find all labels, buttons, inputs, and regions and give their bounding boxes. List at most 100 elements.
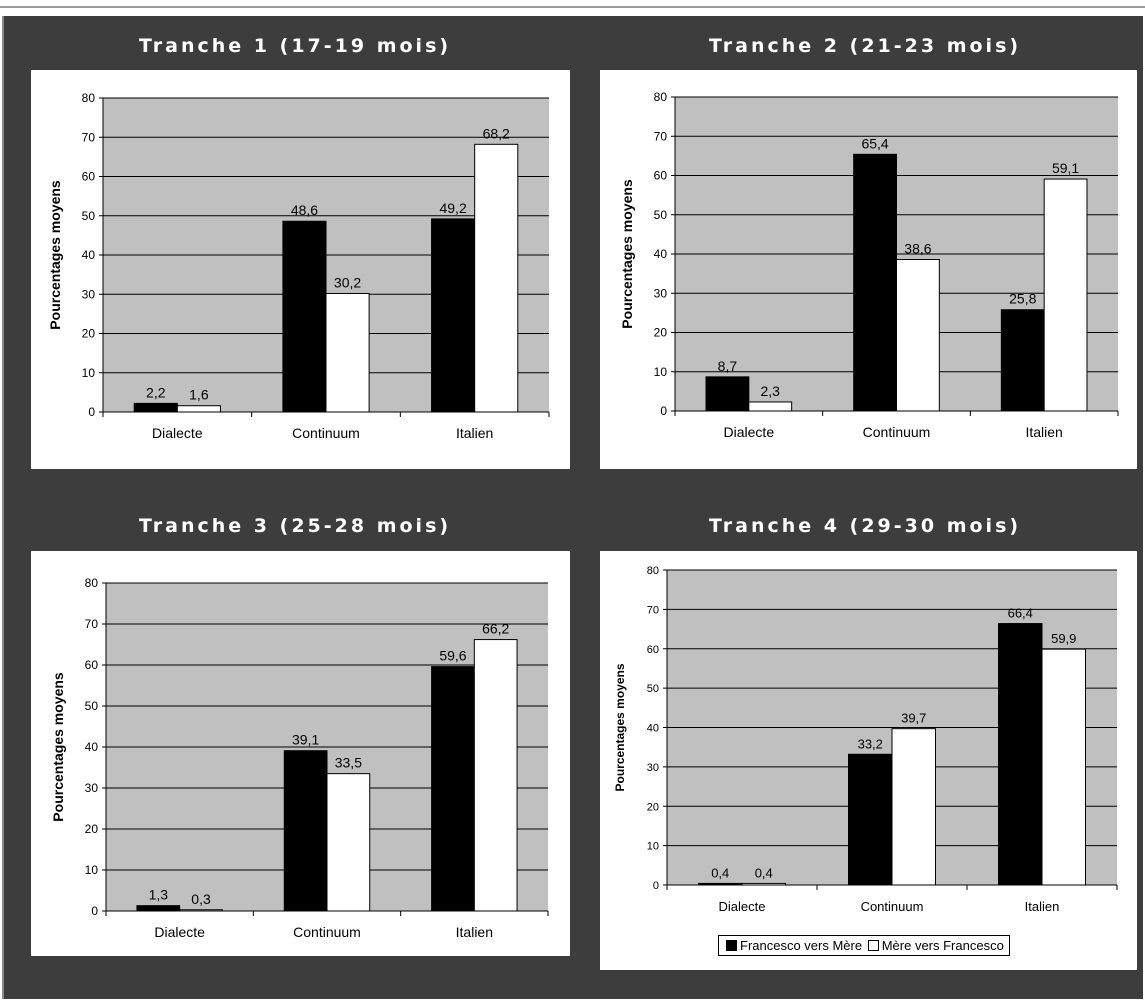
- data-label: 68,2: [483, 125, 510, 141]
- y-tick-label: 30: [82, 287, 96, 301]
- data-label: 59,6: [439, 648, 466, 664]
- bar: [176, 405, 221, 413]
- bar: [1041, 648, 1086, 886]
- panel-title-3: Tranche 3 (25-28 mois): [138, 515, 452, 537]
- data-label: 39,1: [292, 732, 319, 748]
- data-label: 33,2: [858, 736, 883, 751]
- y-tick-label: 50: [654, 208, 668, 222]
- y-tick-label: 20: [85, 822, 99, 836]
- bar: [848, 753, 893, 886]
- y-tick-label: 80: [647, 565, 659, 577]
- x-category-label: Continuum: [861, 899, 924, 914]
- legend-swatch-francesco: [726, 940, 737, 951]
- x-category-label: Dialecte: [152, 425, 203, 441]
- bar: [896, 258, 940, 412]
- y-tick-label: 80: [82, 91, 96, 105]
- y-tick-label: 10: [654, 365, 668, 379]
- data-label: 66,4: [1008, 606, 1033, 621]
- x-category-label: Italien: [456, 924, 493, 940]
- y-tick-label: 40: [85, 740, 99, 754]
- y-tick-label: 10: [85, 863, 99, 877]
- y-tick-label: 20: [654, 326, 668, 340]
- data-label: 38,6: [904, 240, 931, 256]
- bar: [282, 220, 327, 413]
- y-tick-label: 10: [647, 841, 659, 853]
- bar: [325, 292, 370, 413]
- y-tick-label: 50: [647, 683, 659, 695]
- y-tick-label: 0: [660, 404, 667, 418]
- y-tick-label: 60: [82, 170, 96, 184]
- bar: [431, 218, 476, 413]
- y-tick-label: 20: [82, 327, 96, 341]
- x-category-label: Italien: [1025, 424, 1062, 440]
- y-tick-label: 0: [91, 904, 98, 918]
- y-tick-label: 70: [85, 617, 99, 631]
- y-tick-label: 30: [647, 762, 659, 774]
- x-category-label: Italien: [456, 425, 493, 441]
- panel-title-2: Tranche 2 (21-23 mois): [708, 35, 1022, 57]
- y-tick-label: 60: [85, 658, 99, 672]
- y-tick-label: 30: [654, 286, 668, 300]
- x-category-label: Dialecte: [724, 424, 775, 440]
- x-category-label: Dialecte: [154, 924, 205, 940]
- bar-chart-4: 0 10 20 30 40 50 60 70 80 Pourcentages moyens Dial…: [613, 565, 1118, 914]
- y-axis-title: Pourcentages moyens: [619, 179, 635, 329]
- data-label: 30,2: [334, 274, 361, 290]
- bar: [853, 153, 897, 412]
- legend-label-francesco: Francesco vers Mère: [740, 938, 863, 953]
- bar: [741, 882, 786, 886]
- y-axis-title: Pourcentages moyens: [613, 663, 627, 791]
- y-tick-label: 10: [82, 366, 96, 380]
- legend-swatch-mere: [867, 940, 879, 951]
- bar: [431, 666, 475, 912]
- bar-chart-3: 0 10 20 30 40 50 60 70 80 Pourcentages moyens Dial…: [50, 576, 549, 940]
- data-label: 33,5: [335, 755, 362, 771]
- y-tick-label: 40: [82, 248, 96, 262]
- bar: [136, 905, 181, 912]
- bar: [748, 401, 793, 412]
- y-tick-label: 0: [653, 880, 659, 892]
- y-tick-label: 60: [654, 169, 668, 183]
- x-category-label: Continuum: [292, 425, 360, 441]
- bar-chart-2: 0 10 20 30 40 50 60 70 80 Pourcentages moyens Dial…: [619, 90, 1119, 440]
- bar: [698, 882, 743, 886]
- bar: [326, 773, 371, 912]
- y-tick-label: 80: [85, 576, 99, 590]
- bar: [998, 623, 1043, 886]
- x-category-label: Continuum: [863, 424, 931, 440]
- data-label: 66,2: [482, 621, 509, 637]
- data-label: 25,8: [1009, 291, 1036, 307]
- data-label: 1,6: [189, 387, 209, 403]
- chart-panel-1: 0 10 20 30 40 50 60 70 80 Pourcentages moyens Dial…: [31, 70, 570, 469]
- chart-panel-4: 0 10 20 30 40 50 60 70 80 Pourcentages moyens Dial…: [600, 551, 1137, 970]
- chart-panel-3: 0 10 20 30 40 50 60 70 80 Pourcentages moyens Dial…: [31, 551, 570, 956]
- data-label: 49,2: [439, 200, 466, 216]
- bar: [705, 376, 750, 412]
- data-label: 65,4: [861, 135, 888, 151]
- x-category-label: Dialecte: [719, 899, 766, 914]
- y-tick-label: 20: [647, 801, 659, 813]
- data-label: 2,2: [146, 384, 166, 400]
- page-top-rule: [0, 6, 1145, 8]
- data-label: 48,6: [291, 202, 318, 218]
- data-label: 8,7: [718, 358, 738, 374]
- y-tick-label: 50: [85, 699, 99, 713]
- data-label: 0,3: [191, 891, 211, 907]
- bar: [179, 909, 223, 912]
- y-tick-label: 0: [88, 405, 95, 419]
- data-label: 0,4: [711, 865, 729, 880]
- bar: [473, 639, 518, 912]
- bar: [891, 728, 936, 886]
- y-tick-label: 70: [654, 129, 668, 143]
- y-axis-title: Pourcentages moyens: [47, 180, 63, 330]
- bar: [1000, 309, 1045, 412]
- legend-label-mere: Mère vers Francesco: [881, 938, 1004, 953]
- panel-title-4: Tranche 4 (29-30 mois): [708, 515, 1022, 537]
- y-tick-label: 80: [654, 90, 668, 104]
- bar: [283, 750, 328, 912]
- bar: [1043, 178, 1088, 412]
- y-tick-label: 40: [654, 247, 668, 261]
- bar: [133, 402, 178, 413]
- y-axis-title: Pourcentages moyens: [50, 672, 66, 822]
- data-label: 39,7: [901, 711, 926, 726]
